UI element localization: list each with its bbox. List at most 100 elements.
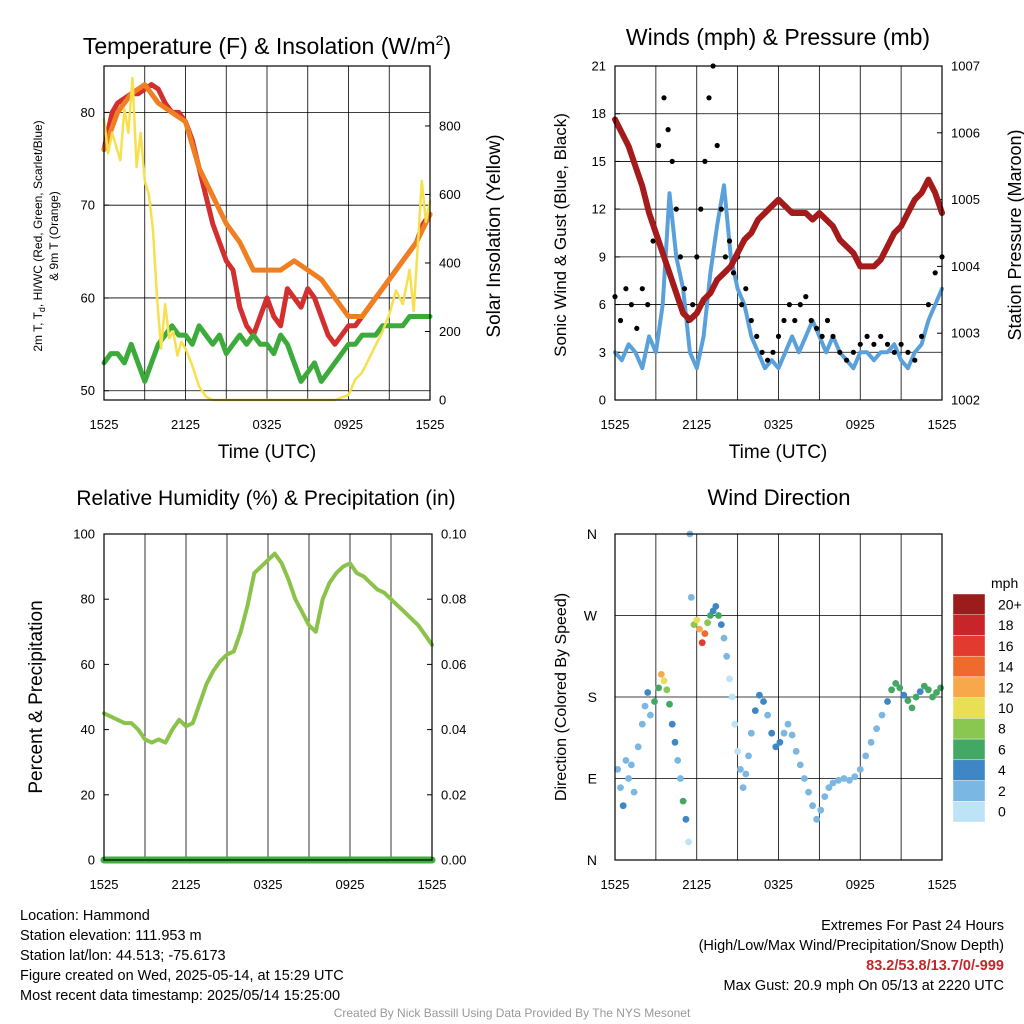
direction-point <box>784 720 792 728</box>
gust-point <box>898 341 904 347</box>
direction-point <box>768 729 776 737</box>
y2-tick-label: 1002 <box>951 393 980 408</box>
gust-point <box>623 286 629 292</box>
humidity-plot-area: 1525 2125 0325 0925 1525 0 20 40 60 80 100 0.00 0.02… <box>73 527 466 893</box>
hi_wc-line <box>101 82 433 319</box>
direction-point <box>655 684 662 692</box>
legend-swatch <box>952 718 986 740</box>
station-latlon: Station lat/lon: 44.513; -75.6173 <box>20 948 226 964</box>
direction-point <box>862 752 870 760</box>
pressure-ylabel: Station Pressure (Maroon) <box>1005 129 1024 340</box>
gust-point <box>714 142 720 149</box>
legend-label: 18 <box>998 617 1014 633</box>
direction-point <box>825 784 833 791</box>
direction-point <box>663 686 671 694</box>
direction-point <box>614 766 622 773</box>
gust-point <box>814 325 820 331</box>
x-tick-label: 1525 <box>90 417 119 432</box>
direction-point <box>660 677 668 685</box>
gust-point <box>824 317 831 324</box>
direction-point <box>873 725 880 733</box>
y2-tick-label: 0.02 <box>441 787 466 802</box>
x-tick-label: 0925 <box>846 877 875 892</box>
x-tick-label: 0925 <box>846 417 875 432</box>
credit-line: Created By Nick Bassill Using Data Provi… <box>333 1006 691 1020</box>
winds-xlabel: Time (UTC) <box>729 442 828 463</box>
x-tick-label: 0325 <box>764 877 793 892</box>
y-tick-label: 20 <box>81 787 95 802</box>
direction-point <box>805 788 812 796</box>
temperature-ylabel-line2: & 9m T (Orange) <box>47 191 61 281</box>
y2-tick-label: 0.10 <box>441 527 466 542</box>
y2-tick-label: 800 <box>439 118 461 133</box>
legend-swatch <box>952 738 986 761</box>
wind-speed-legend: mph 20+ 18 16 14 12 10 8 6 4 2 0 <box>952 575 1022 823</box>
direction-point <box>687 594 695 601</box>
x-tick-label: 1525 <box>601 417 630 432</box>
y2-tick-label: 0.06 <box>441 657 466 672</box>
plot-border <box>103 65 431 401</box>
direction-point <box>622 757 630 764</box>
gust-point <box>702 158 708 164</box>
gust-point <box>639 286 645 292</box>
legend-swatch <box>952 635 986 657</box>
gust-point <box>656 142 662 149</box>
direction-point <box>728 693 736 701</box>
gust-point <box>765 357 771 363</box>
winds-chart-title: Winds (mph) & Pressure (mb) <box>626 24 930 50</box>
sonic_wind-line <box>613 183 944 371</box>
gust-point <box>694 254 700 260</box>
direction-point <box>801 775 808 782</box>
direction-point <box>737 766 744 773</box>
direction-point <box>641 702 649 710</box>
gust-point <box>770 349 776 355</box>
y2-tick-label: 200 <box>439 324 461 339</box>
direction-point <box>878 711 886 719</box>
direction-point <box>925 686 932 694</box>
recent-timestamp: Most recent data timestamp: 2025/05/14 1… <box>20 988 341 1004</box>
y-tick-label: 80 <box>81 592 95 607</box>
direction-point <box>682 815 690 823</box>
x-tick-label: 2125 <box>682 877 711 892</box>
plot-border <box>614 65 943 401</box>
winds-chart: Winds (mph) & Pressure (mb) 1525 2125 0325… <box>551 24 1024 463</box>
direction-point <box>792 747 800 755</box>
gust-point <box>786 302 793 308</box>
gust-point <box>628 302 635 308</box>
y-tick-label: W <box>584 608 598 624</box>
direction-point <box>679 797 687 805</box>
x-tick-label: 1525 <box>90 877 119 892</box>
gust-point <box>673 206 679 212</box>
direction-point <box>739 784 747 791</box>
direction-point <box>821 793 829 800</box>
gust-point <box>884 341 891 347</box>
gust-point <box>850 349 857 355</box>
temperature-chart-title: Temperature (F) & Insolation (W/m2) <box>83 32 451 59</box>
direction-point <box>712 603 720 610</box>
direction-point <box>723 652 731 660</box>
gust-point <box>645 302 651 308</box>
figure-created: Figure created on Wed, 2025-05-14, at 15… <box>20 968 344 984</box>
y-tick-label: 6 <box>599 297 606 312</box>
plot-border <box>103 533 433 861</box>
station-location: Location: Hammond <box>20 908 150 924</box>
direction-point <box>638 720 646 728</box>
y2-tick-label: 0.04 <box>441 722 466 737</box>
humidity-line <box>102 551 434 745</box>
direction-point <box>892 680 900 687</box>
direction-point <box>780 729 788 737</box>
direction-point <box>937 684 944 692</box>
gust-point <box>743 286 749 292</box>
gust-point <box>690 302 696 308</box>
gust-point <box>891 349 897 355</box>
direction-point <box>829 779 837 787</box>
extremes-info: Extremes For Past 24 Hours (High/Low/Max… <box>699 916 1004 996</box>
winds-plot-area: 1525 2125 0325 0925 1525 0 3 6 9 12 15 18 21 1002 1003… <box>592 59 980 433</box>
y2-tick-label: 0 <box>439 393 446 408</box>
y-tick-label: 60 <box>81 657 95 672</box>
temperature-xlabel: Time (UTC) <box>218 442 317 463</box>
y2-tick-label: 1006 <box>951 125 980 140</box>
gust-point <box>819 333 825 339</box>
gust-point <box>781 317 787 324</box>
